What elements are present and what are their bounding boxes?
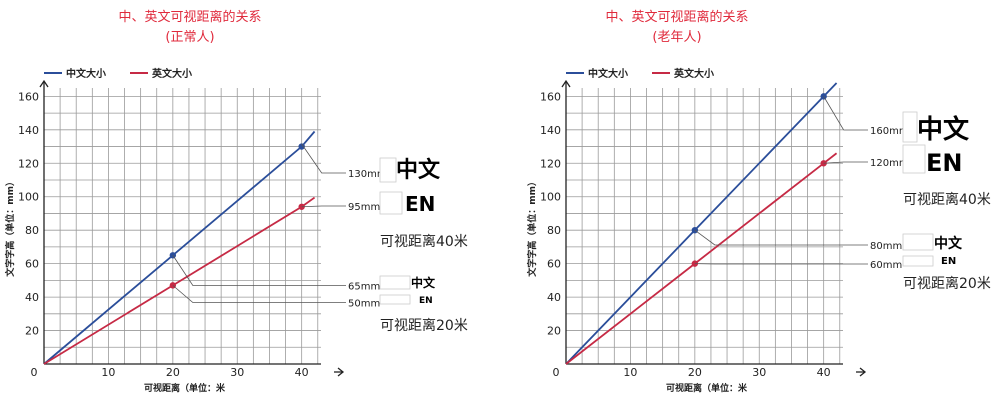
leader-line [172, 255, 346, 286]
sample-text: EN [419, 296, 433, 306]
x-tick-label: 10 [623, 366, 637, 379]
series-line-2 [565, 152, 838, 365]
y-tick-label: 40 [547, 291, 561, 304]
chart-subtitle: (老年人) [652, 30, 701, 45]
y-tick-label: 20 [547, 325, 561, 338]
leader-line [301, 205, 346, 208]
x-axis-arrow-head [337, 367, 345, 377]
sample-box [379, 191, 403, 215]
distance-label: 可视距离20米 [903, 275, 991, 292]
sample-box [902, 111, 918, 143]
sample-text: 中文 [934, 235, 963, 252]
leader-line [172, 285, 346, 303]
x-tick-label: 10 [101, 366, 115, 379]
x-tick-label: 40 [817, 366, 831, 379]
x-tick-label: 0 [31, 366, 38, 379]
size-label: 65mm [348, 282, 380, 293]
sample-text: 中文 [917, 114, 970, 145]
x-tick-label: 20 [688, 366, 702, 379]
distance-label: 可视距离40米 [903, 191, 991, 208]
y-tick-label: 60 [547, 258, 561, 271]
x-axis-title: 可视距离（单位：米 [144, 382, 226, 394]
data-point [298, 203, 305, 210]
sample-text: EN [941, 256, 956, 267]
size-label: 130mm [348, 169, 387, 180]
x-axis-title: 可视距离（单位：米 [666, 382, 748, 394]
sample-text: 中文 [411, 275, 436, 290]
sample-text: EN [926, 149, 962, 177]
y-tick-label: 120 [18, 157, 39, 170]
leader-line [694, 229, 868, 246]
chart-1: 中、英文可视距离的关系 (正常人) 中文大小 英文大小 0 10 20 30 40 20 40 60 8… [4, 9, 468, 394]
size-label: 160mm [870, 126, 909, 137]
x-tick-label: 20 [166, 366, 180, 379]
size-label: 95mm [348, 202, 380, 213]
size-label: 120mm [870, 158, 909, 169]
sample-text: EN [405, 192, 435, 216]
sample-box [902, 255, 934, 267]
x-axis-arrow-head [859, 367, 867, 377]
y-tick-label: 140 [18, 124, 39, 137]
series-line-1 [565, 82, 838, 365]
y-tick-label: 140 [540, 124, 561, 137]
y-tick-label: 120 [540, 157, 561, 170]
legend-label-1: 中文大小 [66, 67, 106, 80]
y-axis-arrow [39, 79, 49, 88]
sample-box [902, 144, 926, 174]
legend-label-2: 英文大小 [151, 67, 192, 80]
y-tick-label: 100 [18, 191, 39, 204]
y-tick-label: 40 [25, 291, 39, 304]
distance-label: 可视距离20米 [380, 317, 468, 334]
legend-label-2: 英文大小 [673, 67, 714, 80]
chart-subtitle: (正常人) [165, 30, 214, 45]
chart-title: 中、英文可视距离的关系 [605, 9, 748, 25]
legend-label-1: 中文大小 [588, 67, 628, 80]
y-axis-arrow [561, 79, 571, 88]
y-axis-title: 文字字高（单位：mm） [526, 177, 538, 278]
chart-title: 中、英文可视距离的关系 [118, 9, 261, 25]
size-label: 60mm [870, 260, 902, 271]
x-tick-label: 40 [295, 366, 309, 379]
x-tick-label: 30 [230, 366, 244, 379]
y-tick-label: 80 [25, 224, 39, 237]
distance-label: 可视距离40米 [380, 233, 468, 250]
leader-line [823, 161, 868, 164]
y-tick-label: 60 [25, 258, 39, 271]
y-tick-label: 80 [547, 224, 561, 237]
y-tick-label: 20 [25, 325, 39, 338]
leader-line [823, 96, 868, 131]
y-tick-label: 160 [18, 90, 39, 103]
series-line-1 [43, 130, 316, 365]
y-axis-title: 文字字高（单位：mm） [4, 177, 16, 278]
size-label: 50mm [348, 299, 380, 310]
sample-box [379, 157, 397, 183]
sample-box [379, 275, 411, 290]
sample-box [902, 233, 934, 251]
y-tick-label: 100 [540, 191, 561, 204]
y-tick-label: 160 [540, 90, 561, 103]
sample-box [379, 294, 411, 305]
x-tick-label: 30 [752, 366, 766, 379]
data-point [298, 143, 305, 150]
x-tick-label: 0 [553, 366, 560, 379]
size-label: 80mm [870, 241, 902, 252]
series-line-2 [43, 196, 316, 365]
chart-2: 中、英文可视距离的关系 (老年人) 中文大小 英文大小 0 10 20 30 40 20 40 60 8… [526, 9, 991, 394]
sample-text: 中文 [396, 157, 441, 183]
leader-line [301, 143, 346, 174]
